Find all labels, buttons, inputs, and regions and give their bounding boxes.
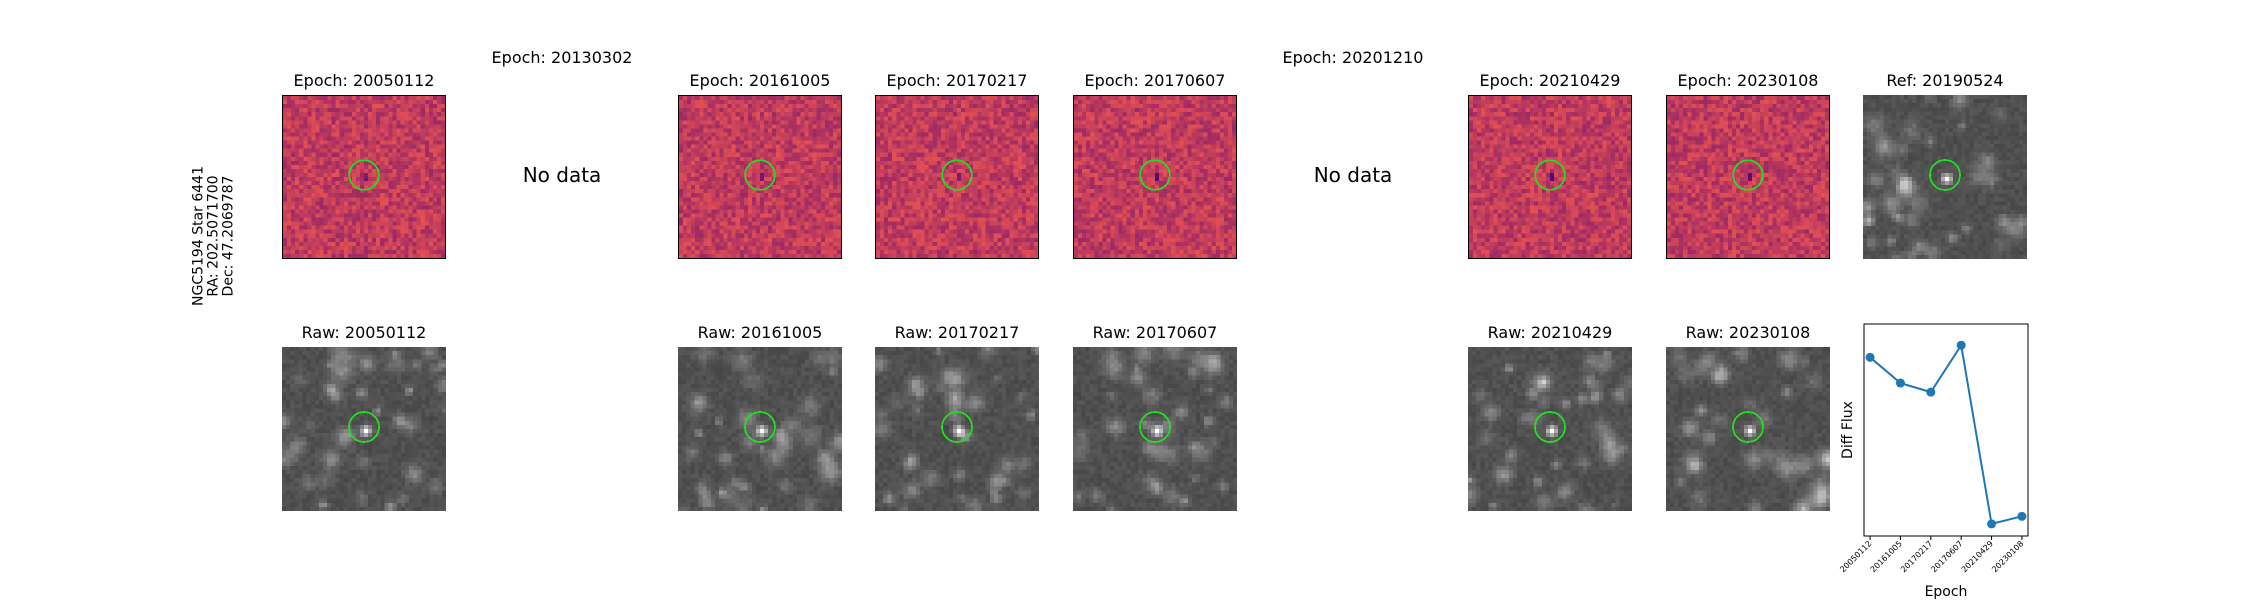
diff-title-5: Epoch: 20201210 — [1271, 48, 1435, 67]
series-line — [1869, 342, 2023, 526]
diff-title-0: Epoch: 20050112 — [282, 71, 446, 90]
raw-image-1 — [678, 347, 842, 511]
diff-title-4: Epoch: 20170607 — [1073, 71, 1237, 90]
diff-image-7 — [1666, 95, 1830, 259]
plot-frame — [1863, 323, 2029, 537]
star-name: NGC5194 Star 6441 — [191, 166, 207, 306]
raw-image-4 — [1468, 347, 1632, 511]
raw-image-svg — [1468, 347, 1632, 511]
y-axis-label: Diff Flux — [1840, 401, 1856, 459]
raw-image-2 — [875, 347, 1039, 511]
no-data-label-1: No data — [480, 163, 644, 187]
diff-image-svg — [1074, 96, 1236, 258]
diff-image-4 — [1073, 95, 1237, 259]
diff-image-3 — [875, 95, 1039, 259]
diff-title-2: Epoch: 20161005 — [678, 71, 842, 90]
diff-image-6 — [1468, 95, 1632, 259]
diff-title-7: Epoch: 20230108 — [1666, 71, 1830, 90]
raw-image-svg — [282, 347, 446, 511]
raw-image-3 — [1073, 347, 1237, 511]
diff-image-svg — [876, 96, 1038, 258]
raw-image-svg — [678, 347, 842, 511]
data-point — [2017, 511, 2027, 521]
x-axis-label: Epoch — [1925, 584, 1968, 600]
raw-image-5 — [1666, 347, 1830, 511]
light-curve-chart: 2005011220161005201702172017060720210429… — [1838, 323, 2029, 600]
raw-image-0 — [282, 347, 446, 511]
diff-title-3: Epoch: 20170217 — [875, 71, 1039, 90]
star-ra: RA: 202.5071700 — [206, 166, 222, 306]
ref-title: Ref: 20190524 — [1863, 71, 2027, 90]
data-point — [1956, 340, 1966, 350]
raw-title-4: Raw: 20210429 — [1468, 323, 1632, 342]
ref-image-svg — [1863, 95, 2027, 259]
x-tick-label: 20210429 — [1960, 539, 1995, 574]
diff-title-6: Epoch: 20210429 — [1468, 71, 1632, 90]
raw-title-2: Raw: 20170217 — [875, 323, 1039, 342]
raw-image-svg — [875, 347, 1039, 511]
x-tick-label: 20230108 — [1990, 539, 2025, 574]
diff-image-2 — [678, 95, 842, 259]
diff-image-svg — [1667, 96, 1829, 258]
raw-title-5: Raw: 20230108 — [1666, 323, 1830, 342]
diff-image-0 — [282, 95, 446, 259]
data-point — [1865, 352, 1875, 362]
data-point — [1895, 378, 1905, 388]
x-tick-label: 20161005 — [1869, 539, 1904, 574]
x-tick-label: 20170607 — [1929, 539, 1964, 574]
raw-title-1: Raw: 20161005 — [678, 323, 842, 342]
ref-image — [1863, 95, 2027, 259]
raw-image-svg — [1073, 347, 1237, 511]
x-tick-label: 20170217 — [1899, 539, 1934, 574]
diff-image-svg — [283, 96, 445, 258]
x-tick-label: 20050112 — [1838, 539, 1873, 574]
raw-title-3: Raw: 20170607 — [1073, 323, 1237, 342]
raw-title-0: Raw: 20050112 — [282, 323, 446, 342]
diff-image-svg — [1469, 96, 1631, 258]
data-point — [1987, 519, 1997, 529]
diff-image-svg — [679, 96, 841, 258]
no-data-label-5: No data — [1271, 163, 1435, 187]
data-point — [1926, 387, 1936, 397]
raw-image-svg — [1666, 347, 1830, 511]
star-dec: Dec: 47.2069787 — [221, 166, 237, 306]
diff-title-1: Epoch: 20130302 — [480, 48, 644, 67]
